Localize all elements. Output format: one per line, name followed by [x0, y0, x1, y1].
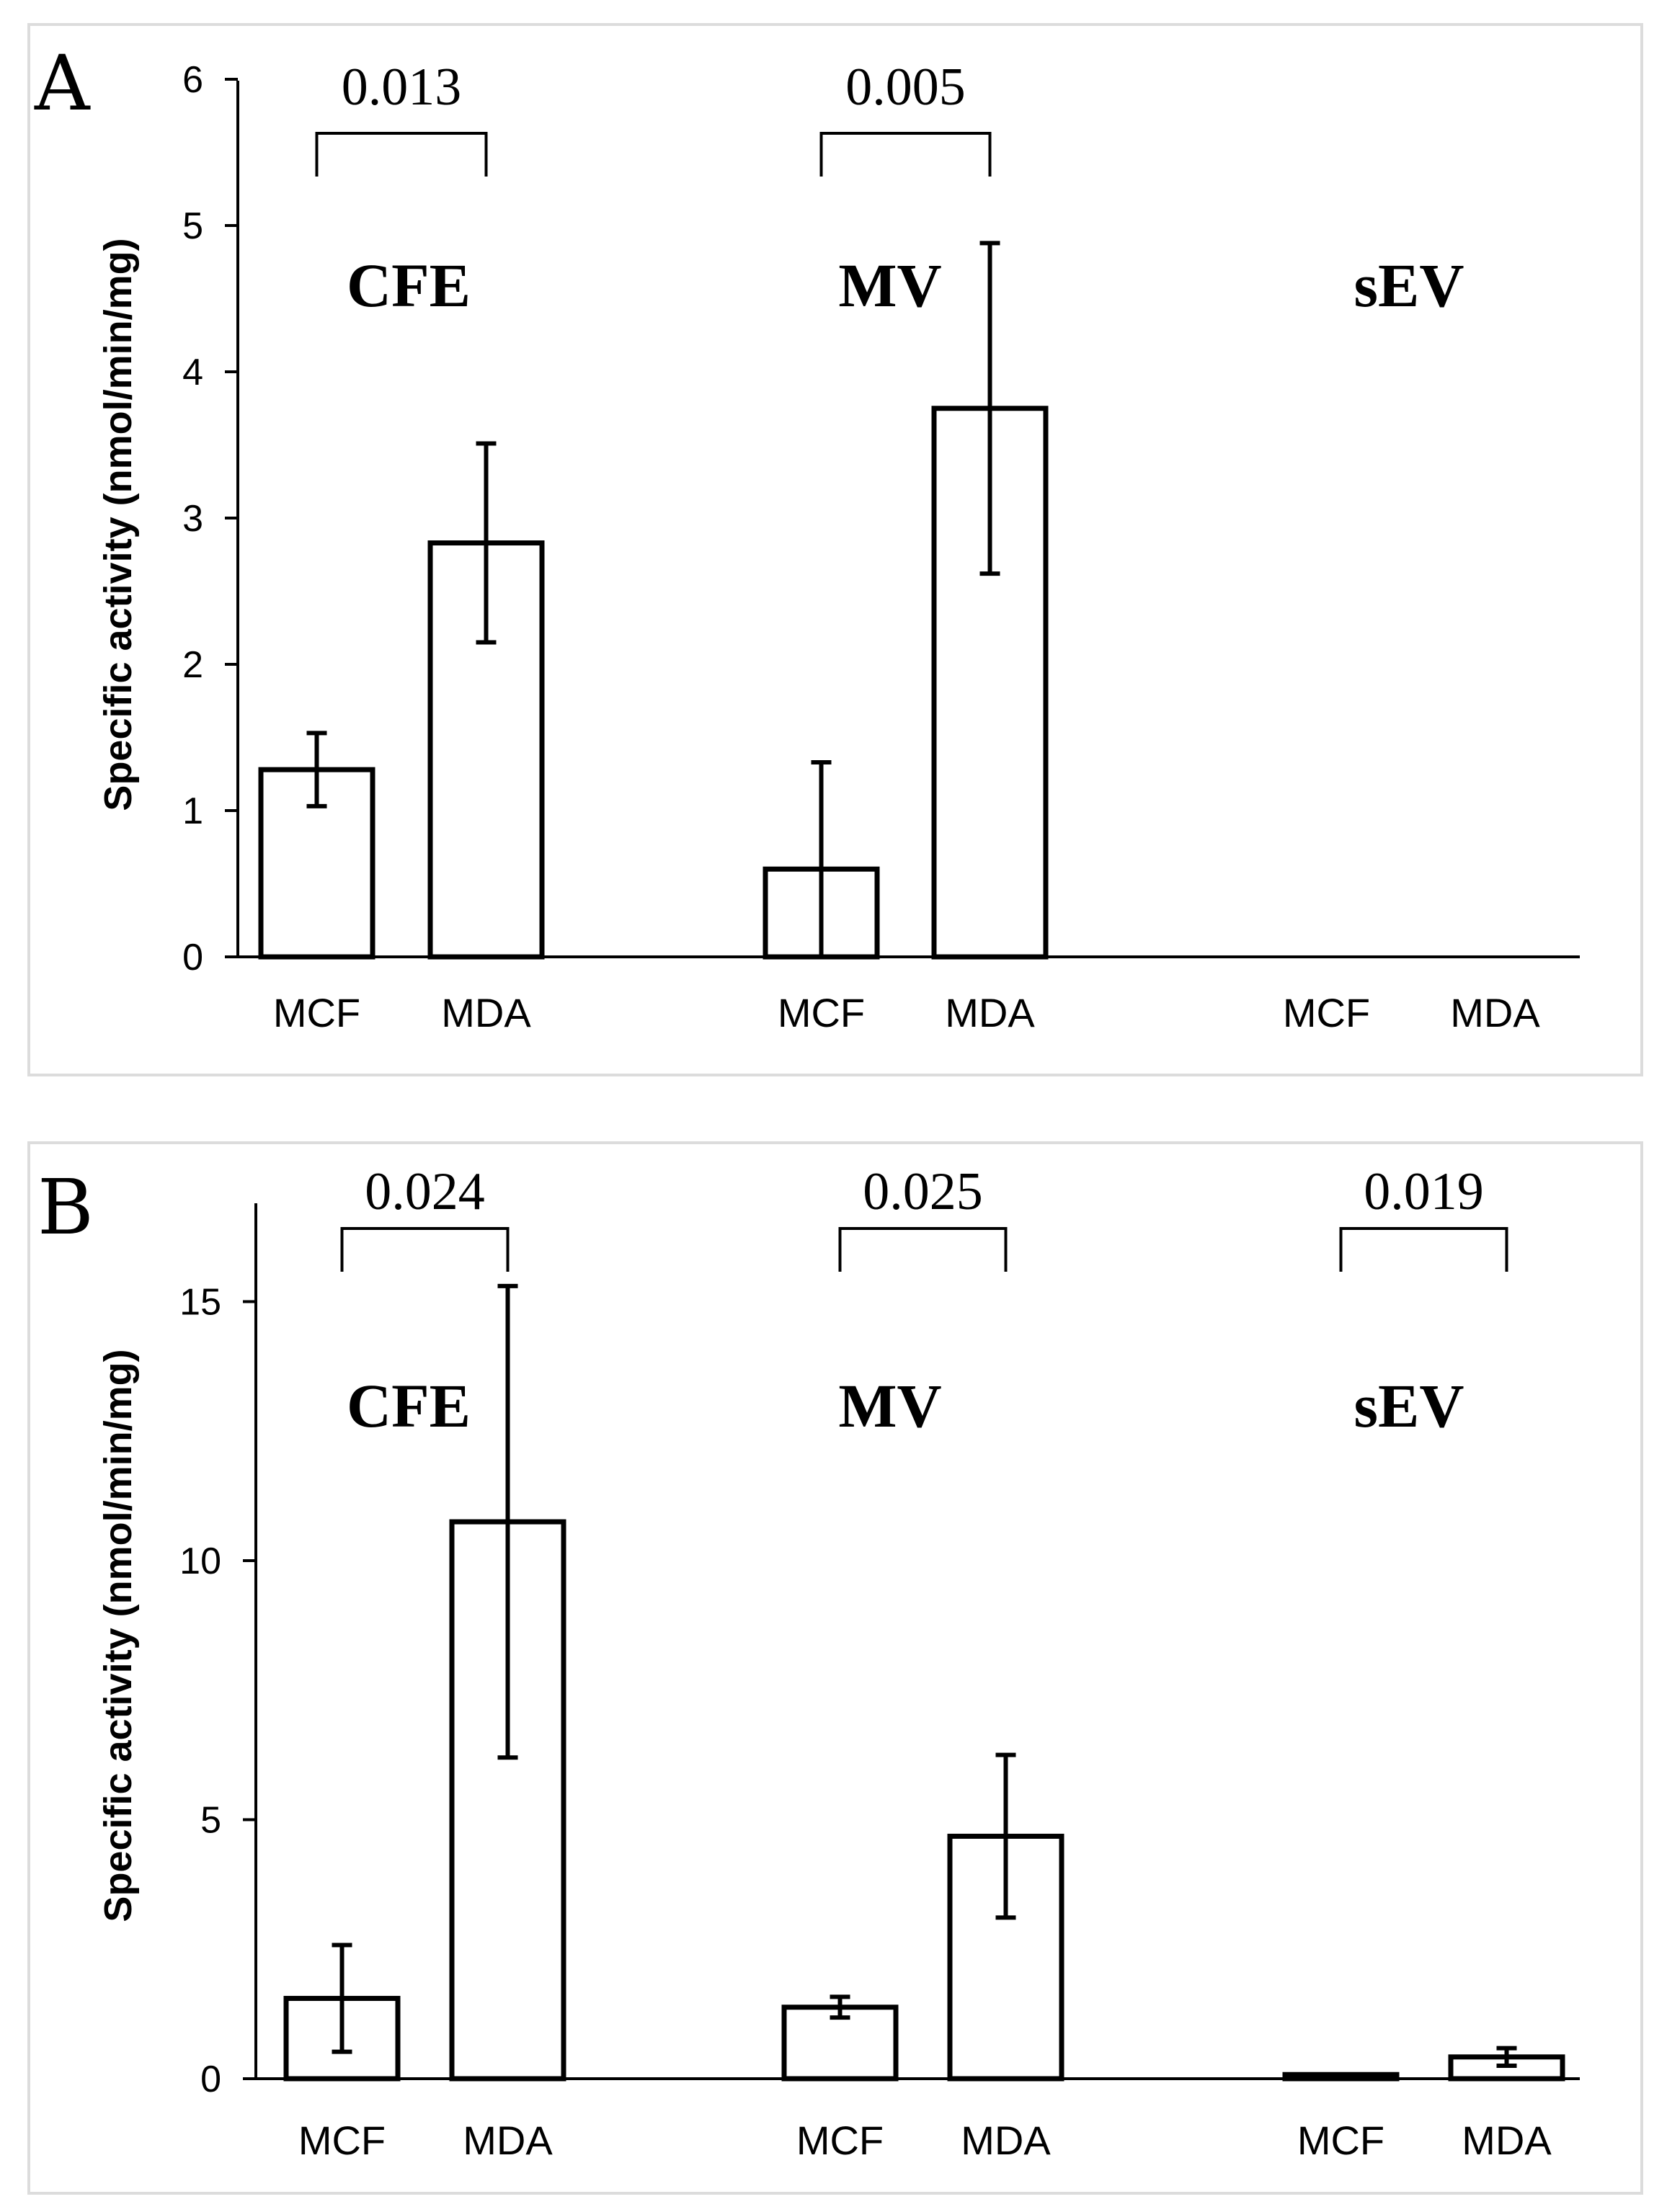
category-label: MDA [463, 2118, 553, 2163]
y-tick-label: 10 [179, 1540, 221, 1582]
p-value-label: 0.013 [342, 58, 462, 117]
category-label: MDA [1462, 2118, 1552, 2163]
y-tick-label: 0 [182, 937, 203, 978]
category-label: MCF [796, 2118, 884, 2163]
y-tick-label: 0 [200, 2059, 221, 2100]
category-label: MDA [945, 990, 1035, 1035]
category-label: MCF [273, 990, 360, 1035]
group-label: sEV [1354, 251, 1464, 320]
p-value-label: 0.024 [365, 1162, 485, 1221]
group-label: sEV [1354, 1371, 1464, 1440]
panel-a-letter: A [34, 39, 91, 128]
category-label: MDA [1450, 990, 1540, 1035]
category-label: MDA [961, 2118, 1051, 2163]
significance-bracket [1339, 1227, 1508, 1272]
group-label: CFE [347, 1371, 471, 1440]
y-axis-title: Specific activity (nmol/min/mg) [97, 1349, 140, 1922]
category-label: MCF [1283, 990, 1370, 1035]
chart-panel-b: 0 5 10 15 Specific activity (nmol/min/mg) CFE… [97, 1162, 1580, 2163]
y-tick-label: 5 [200, 1800, 221, 1842]
category-label: MCF [778, 990, 865, 1035]
y-tick-label: 2 [182, 644, 203, 686]
chart-panel-a: 0 1 2 3 4 5 6 Specific activity (nmol/min/mg) CF… [97, 58, 1580, 1035]
group-label: MV [838, 1371, 941, 1440]
significance-bracket [819, 132, 992, 177]
bar [1282, 2071, 1400, 2082]
y-tick-label: 6 [182, 59, 203, 101]
group-label: CFE [347, 251, 471, 320]
category-label: MDA [441, 990, 531, 1035]
significance-bracket [340, 1227, 510, 1272]
y-tick-label: 15 [179, 1282, 221, 1324]
p-value-label: 0.025 [863, 1162, 983, 1221]
y-tick-label: 5 [182, 205, 203, 247]
y-tick-label: 3 [182, 498, 203, 540]
panel-b-letter: B [37, 1163, 94, 1252]
significance-bracket [838, 1227, 1008, 1272]
y-tick-label: 1 [182, 790, 203, 832]
p-value-label: 0.019 [1364, 1162, 1484, 1221]
category-label: MCF [1297, 2118, 1384, 2163]
category-label: MCF [298, 2118, 386, 2163]
significance-bracket [315, 132, 488, 177]
p-value-label: 0.005 [845, 58, 966, 117]
y-axis-title: Specific activity (nmol/min/mg) [97, 238, 140, 811]
group-label: MV [838, 251, 941, 320]
y-tick-label: 4 [182, 352, 203, 393]
